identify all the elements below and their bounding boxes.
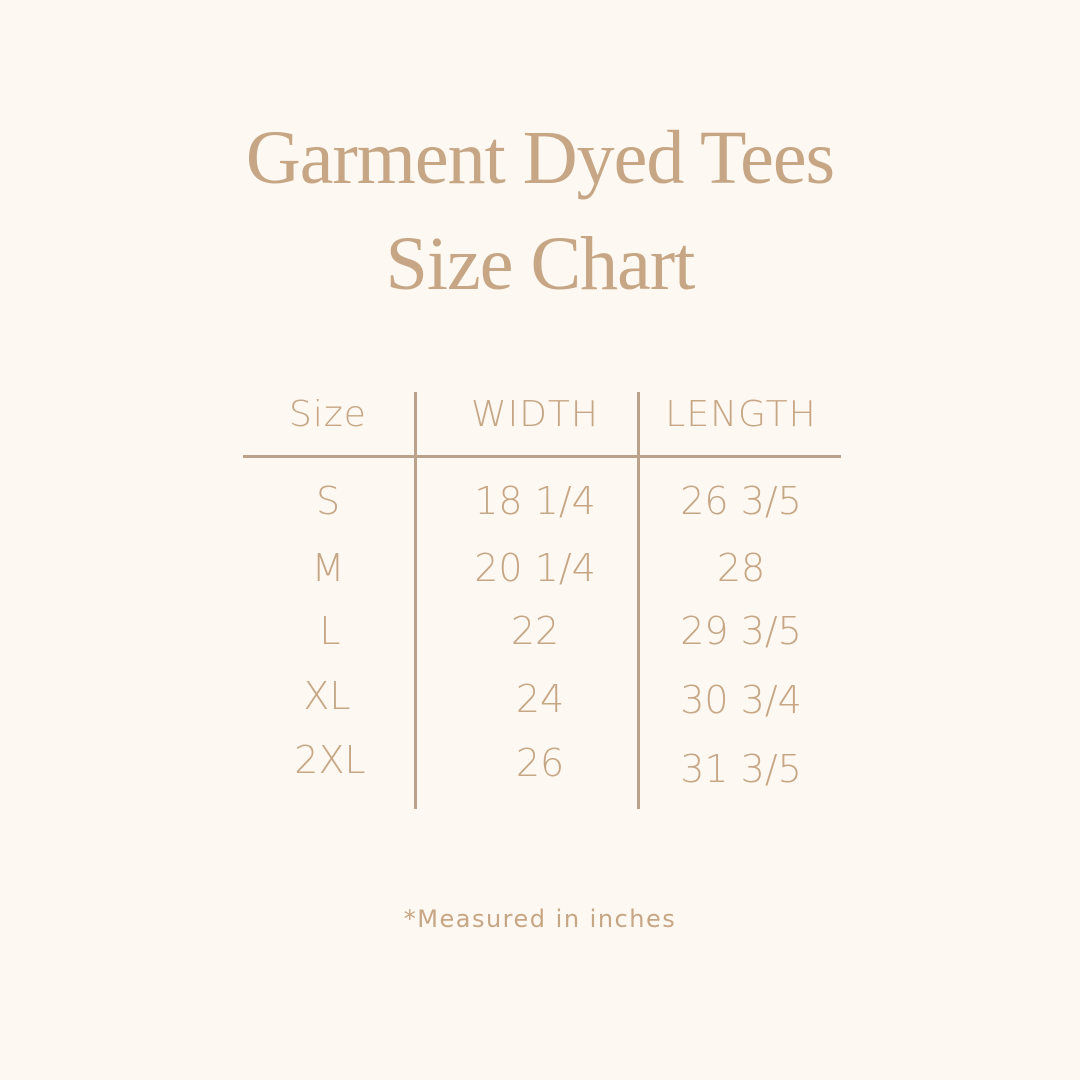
cell-width: 24 bbox=[515, 677, 565, 721]
header-size: Size bbox=[289, 394, 367, 435]
cell-size: L bbox=[319, 609, 341, 653]
cell-size: S bbox=[315, 479, 341, 523]
header-width: WIDTH bbox=[471, 394, 599, 435]
title-line-2: Size Chart bbox=[385, 222, 696, 306]
cell-width: 22 bbox=[510, 609, 560, 653]
cell-width: 20 1/4 bbox=[474, 546, 596, 590]
cell-size: 2XL bbox=[294, 738, 366, 782]
header-length: LENGTH bbox=[665, 394, 817, 435]
column-divider bbox=[637, 392, 640, 809]
cell-width: 26 bbox=[515, 741, 565, 785]
cell-size: XL bbox=[303, 674, 351, 718]
cell-size: M bbox=[311, 546, 345, 590]
title-line-1: Garment Dyed Tees bbox=[245, 116, 835, 200]
column-divider bbox=[414, 392, 417, 809]
cell-length: 30 3/4 bbox=[680, 678, 802, 722]
cell-width: 18 1/4 bbox=[474, 479, 596, 523]
cell-length: 26 3/5 bbox=[680, 479, 802, 523]
header-divider bbox=[243, 455, 841, 458]
cell-length: 28 bbox=[716, 546, 766, 590]
measurement-note: *Measured in inches bbox=[403, 905, 677, 933]
cell-length: 29 3/5 bbox=[680, 609, 802, 653]
cell-length: 31 3/5 bbox=[680, 747, 802, 791]
